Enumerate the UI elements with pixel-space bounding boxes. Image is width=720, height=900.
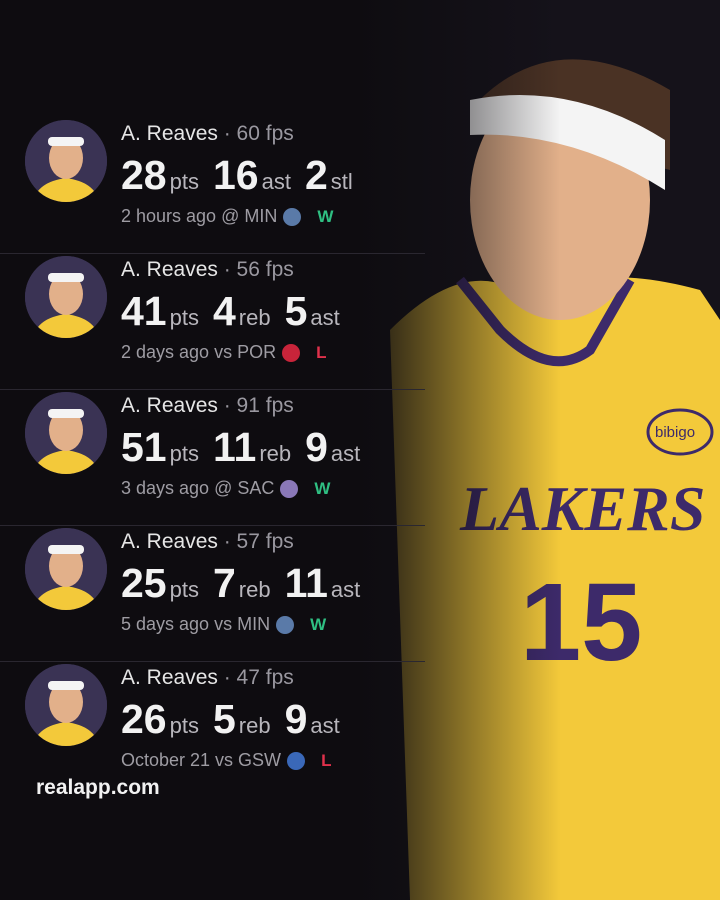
fps-score: · 56 fps xyxy=(223,258,294,281)
player-name: A. Reaves xyxy=(121,394,218,417)
stat-value: 28 xyxy=(121,152,167,198)
game-info: 2 hours ago @ MIN xyxy=(121,206,278,226)
fps-score: · 60 fps xyxy=(223,122,294,145)
game-row[interactable]: A. Reaves · 56 fps 41 pts 4 reb 5 ast 2 days … xyxy=(0,254,425,390)
stat-unit: ast xyxy=(261,169,291,194)
stat-unit: pts xyxy=(169,713,199,738)
game-result: W xyxy=(317,206,334,226)
stat-line: 25 pts 7 reb 11 ast xyxy=(121,560,374,607)
stat-unit: stl xyxy=(330,169,353,194)
kings-logo-icon xyxy=(280,479,299,498)
stat-value: 16 xyxy=(212,152,259,198)
player-name: A. Reaves xyxy=(121,122,218,145)
stat-unit: ast xyxy=(330,577,361,602)
stat-value: 26 xyxy=(121,696,167,742)
stat-value: 7 xyxy=(212,560,236,606)
stat-unit: pts xyxy=(169,441,199,466)
stat-unit: reb xyxy=(238,577,271,602)
footer-watermark: realapp.com xyxy=(36,776,160,799)
photo-fade xyxy=(300,0,560,900)
stat-unit: ast xyxy=(330,441,361,466)
stat-line: 26 pts 5 reb 9 ast xyxy=(121,696,354,743)
player-name: A. Reaves xyxy=(121,666,218,689)
stat-unit: pts xyxy=(169,305,199,330)
stat-value: 11 xyxy=(212,424,257,470)
game-row[interactable]: A. Reaves · 47 fps 26 pts 5 reb 9 ast October… xyxy=(0,662,425,797)
game-info: 3 days ago @ SAC xyxy=(121,478,275,498)
stat-value: 25 xyxy=(121,560,167,606)
stat-value: 2 xyxy=(304,152,328,198)
stat-unit: reb xyxy=(259,441,292,466)
stat-unit: ast xyxy=(310,713,340,738)
fps-score: · 91 fps xyxy=(223,394,294,417)
fps-score: · 47 fps xyxy=(223,666,294,689)
timberwolves-logo-icon xyxy=(276,615,295,634)
stat-value: 11 xyxy=(284,560,328,606)
timberwolves-logo-icon xyxy=(283,207,302,226)
game-list: A. Reaves · 60 fps 28 pts 16 ast 2 stl 2 hour… xyxy=(0,118,425,797)
stat-value: 4 xyxy=(212,288,236,334)
trail-blazers-logo-icon xyxy=(282,343,301,362)
stat-value: 51 xyxy=(121,424,167,470)
stat-value: 9 xyxy=(305,424,328,470)
stat-value: 9 xyxy=(284,696,308,742)
stat-value: 5 xyxy=(212,696,236,742)
player-avatar xyxy=(25,528,107,610)
stat-line: 28 pts 16 ast 2 stl xyxy=(121,152,367,199)
game-info: October 21 vs GSW xyxy=(121,750,282,770)
game-info: 2 days ago vs POR xyxy=(121,342,277,362)
player-name: A. Reaves xyxy=(121,258,218,281)
stat-value: 5 xyxy=(284,288,308,334)
player-name: A. Reaves xyxy=(121,530,218,553)
player-avatar xyxy=(25,392,107,474)
stat-unit: pts xyxy=(169,577,199,602)
stat-unit: reb xyxy=(238,713,271,738)
stat-unit: reb xyxy=(238,305,271,330)
game-info: 5 days ago vs MIN xyxy=(121,614,271,634)
player-avatar xyxy=(25,256,107,338)
stat-line: 51 pts 11 reb 9 ast xyxy=(121,424,374,471)
game-result: W xyxy=(310,614,327,634)
stat-unit: pts xyxy=(169,169,199,194)
sponsor-logo: bibigo xyxy=(655,424,695,441)
player-avatar xyxy=(25,120,107,202)
game-row[interactable]: A. Reaves · 91 fps 51 pts 11 reb 9 ast 3 days… xyxy=(0,390,425,526)
game-result: L xyxy=(316,342,327,362)
stat-line: 41 pts 4 reb 5 ast xyxy=(121,288,354,335)
game-result: W xyxy=(314,478,331,498)
game-row[interactable]: A. Reaves · 57 fps 25 pts 7 reb 11 ast 5 days… xyxy=(0,526,425,662)
stat-unit: ast xyxy=(310,305,340,330)
stat-value: 41 xyxy=(121,288,167,334)
game-result: L xyxy=(321,750,332,770)
player-avatar xyxy=(25,664,107,746)
fps-score: · 57 fps xyxy=(223,530,294,553)
game-row[interactable]: A. Reaves · 60 fps 28 pts 16 ast 2 stl 2 hour… xyxy=(0,118,425,254)
warriors-logo-icon xyxy=(287,751,306,770)
